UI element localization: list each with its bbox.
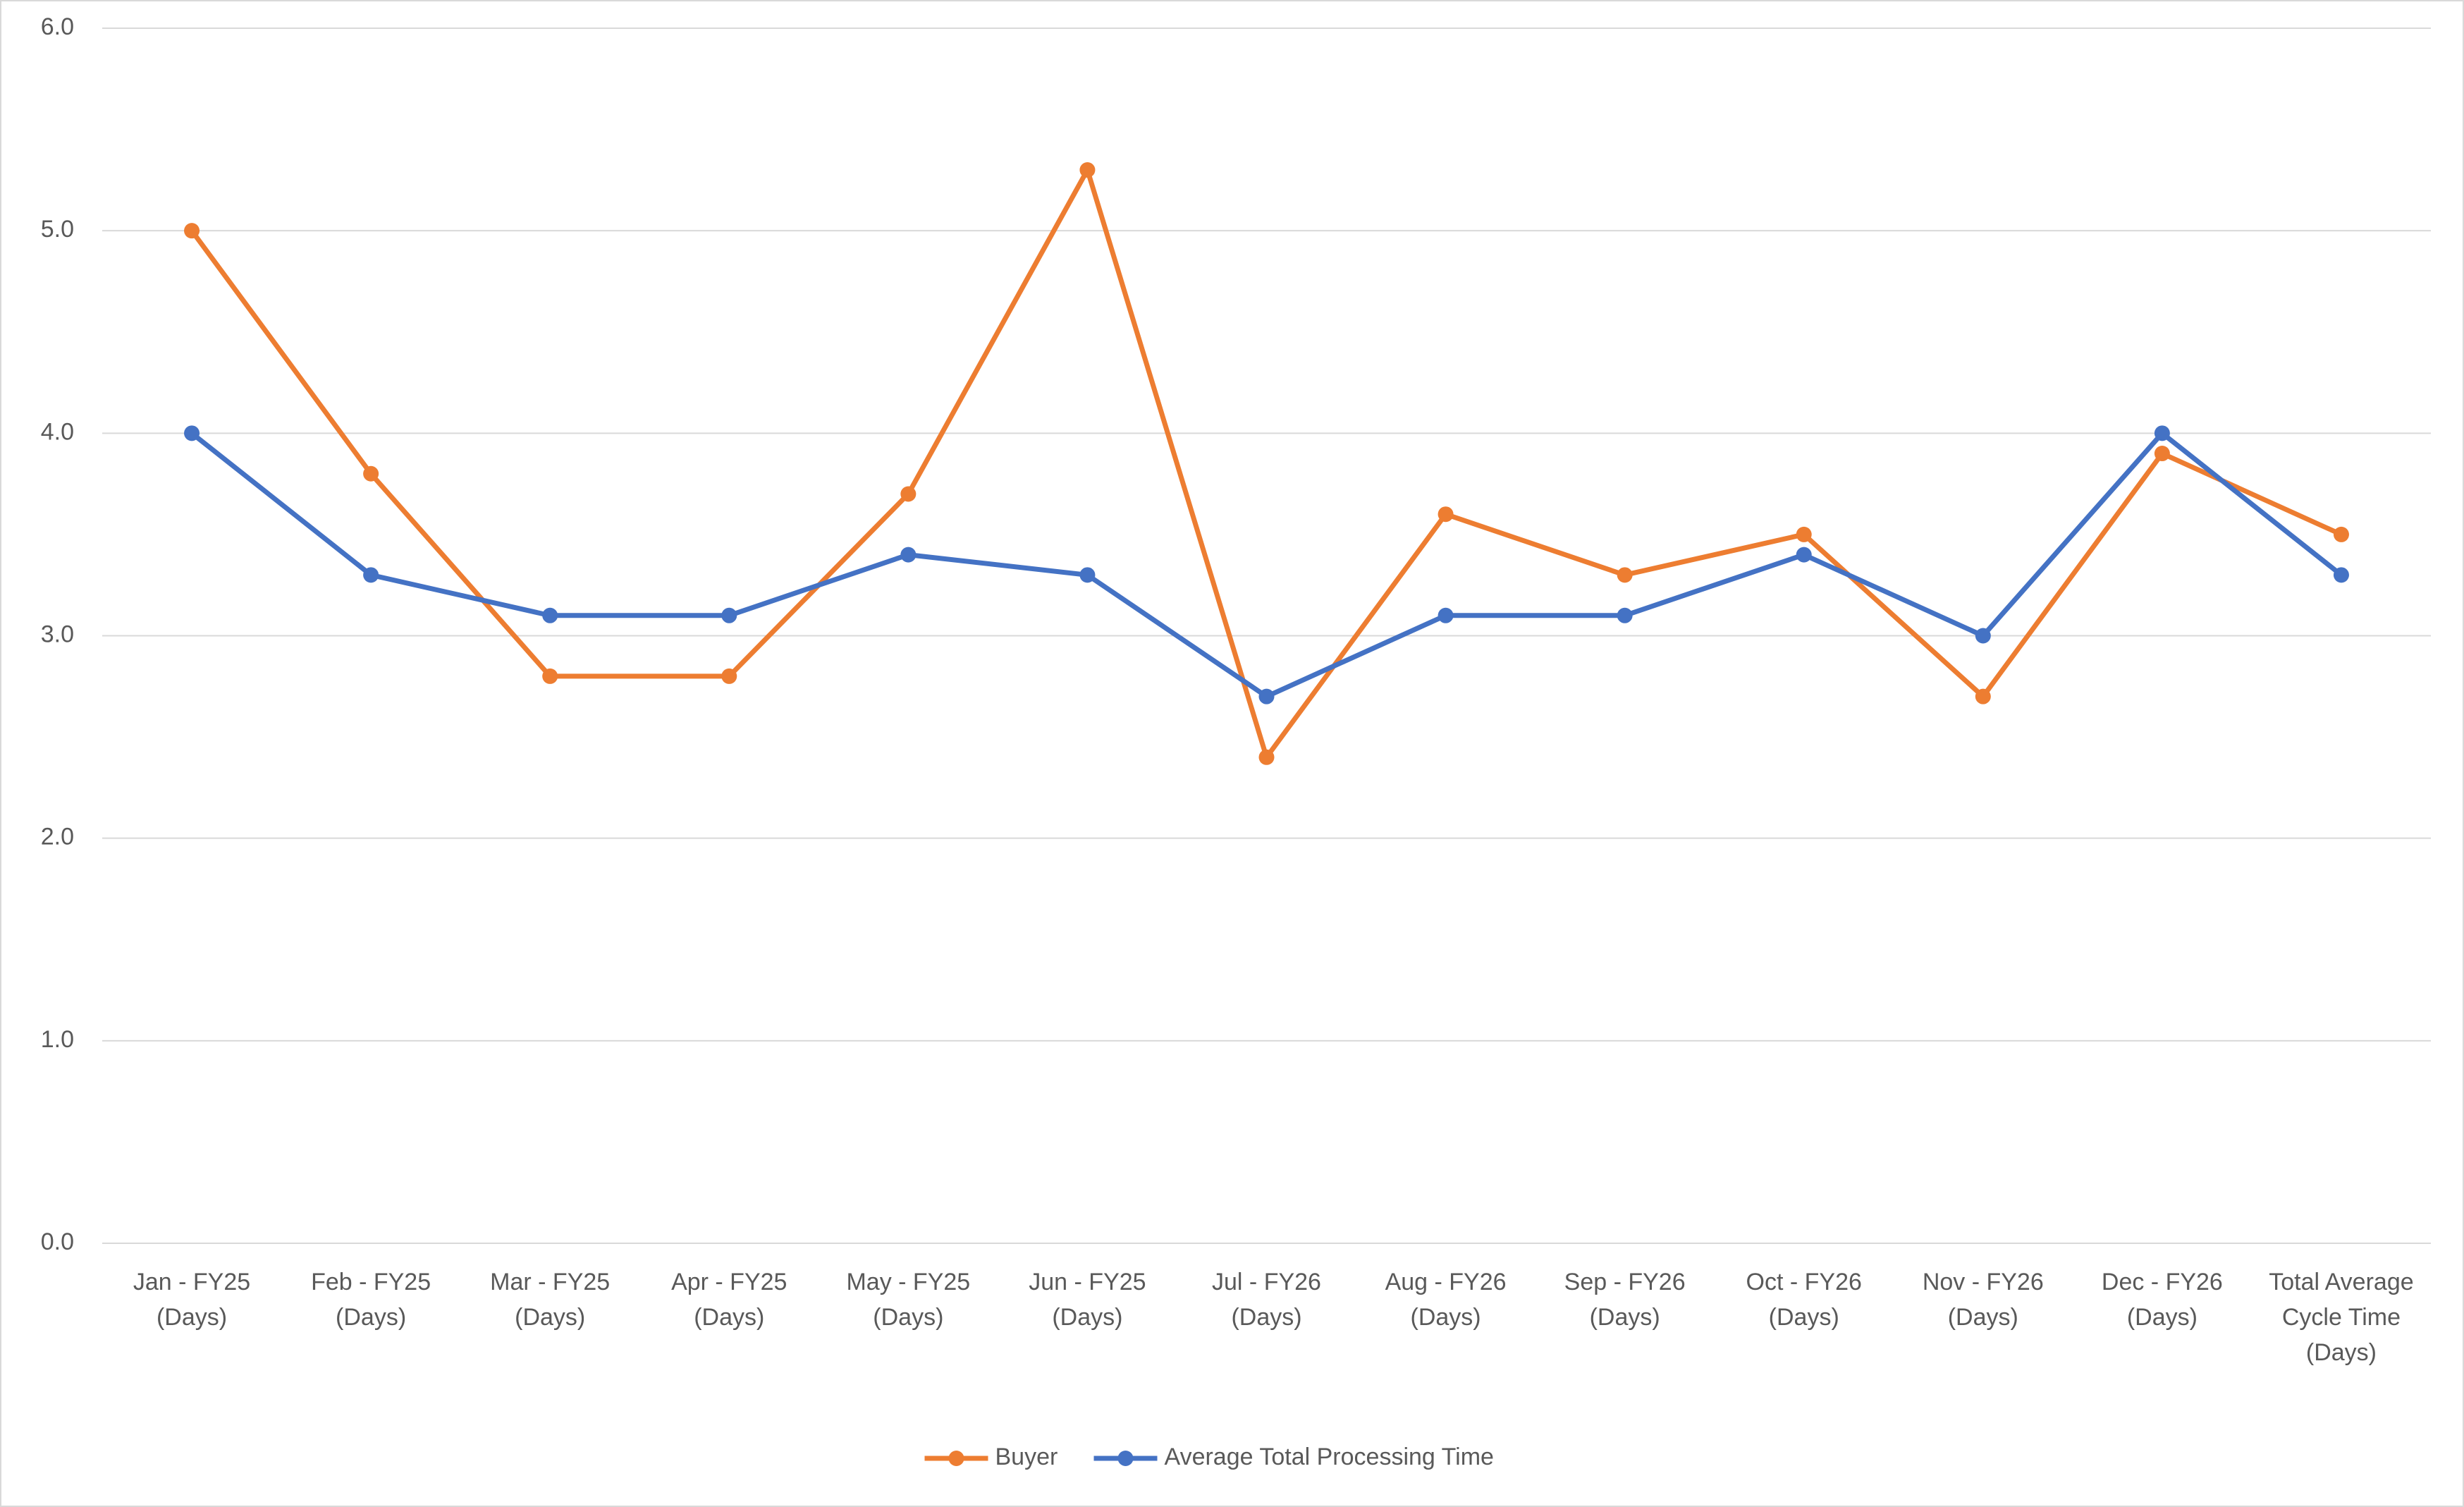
data-point: [2154, 425, 2170, 441]
y-tick-label: 2.0: [41, 824, 74, 850]
y-tick-label: 6.0: [41, 13, 74, 40]
legend-label: Buyer: [995, 1444, 1058, 1470]
x-tick-label: Total Average Cycle Time (Days): [2269, 1269, 2414, 1366]
data-point: [1975, 628, 1991, 644]
data-point: [1258, 688, 1275, 704]
data-point: [542, 607, 558, 623]
x-tick-label: Feb - FY25 (Days): [311, 1269, 431, 1331]
x-tick-label: Jun - FY25 (Days): [1029, 1269, 1146, 1331]
data-point: [721, 668, 737, 684]
data-point: [900, 547, 917, 563]
data-point: [1079, 162, 1096, 178]
data-point: [900, 486, 917, 502]
data-point: [363, 567, 379, 583]
series-line: [189, 430, 2344, 700]
data-point: [1438, 607, 1454, 623]
series-line: [189, 167, 2344, 760]
data-point: [1617, 607, 1633, 623]
x-tick-label: May - FY25 (Days): [846, 1269, 971, 1331]
data-point: [2333, 567, 2349, 583]
x-tick-label: Nov - FY26 (Days): [1922, 1269, 2044, 1331]
data-point: [2154, 446, 2170, 462]
x-tick-label: Jan - FY25 (Days): [133, 1269, 251, 1331]
data-point: [1796, 547, 1812, 563]
data-point: [2333, 526, 2349, 542]
data-point: [184, 223, 200, 239]
y-tick-label: 3.0: [41, 621, 74, 647]
x-tick-label: Apr - FY25 (Days): [671, 1269, 787, 1331]
legend-label: Average Total Processing Time: [1165, 1444, 1494, 1470]
data-point: [1975, 688, 1991, 704]
data-point: [1796, 526, 1812, 542]
data-point: [721, 607, 737, 623]
y-tick-label: 4.0: [41, 418, 74, 445]
data-point: [1258, 749, 1275, 765]
legend-marker: [1117, 1451, 1134, 1466]
x-tick-label: Dec - FY26 (Days): [2101, 1269, 2223, 1331]
x-tick-label: Oct - FY26 (Days): [1746, 1269, 1862, 1331]
legend-marker: [948, 1451, 964, 1466]
x-tick-label: Aug - FY26 (Days): [1385, 1269, 1507, 1331]
data-point: [363, 465, 379, 482]
data-point: [542, 668, 558, 684]
y-tick-label: 1.0: [41, 1026, 74, 1053]
data-point: [1079, 567, 1096, 583]
data-point: [1617, 567, 1633, 583]
x-tick-label: Jul - FY26 (Days): [1212, 1269, 1321, 1331]
data-point: [184, 425, 200, 441]
x-tick-label: Mar - FY25 (Days): [490, 1269, 611, 1331]
y-tick-label: 5.0: [41, 216, 74, 243]
data-point: [1438, 506, 1454, 523]
x-tick-label: Sep - FY26 (Days): [1564, 1269, 1686, 1331]
y-tick-label: 0.0: [41, 1228, 74, 1255]
